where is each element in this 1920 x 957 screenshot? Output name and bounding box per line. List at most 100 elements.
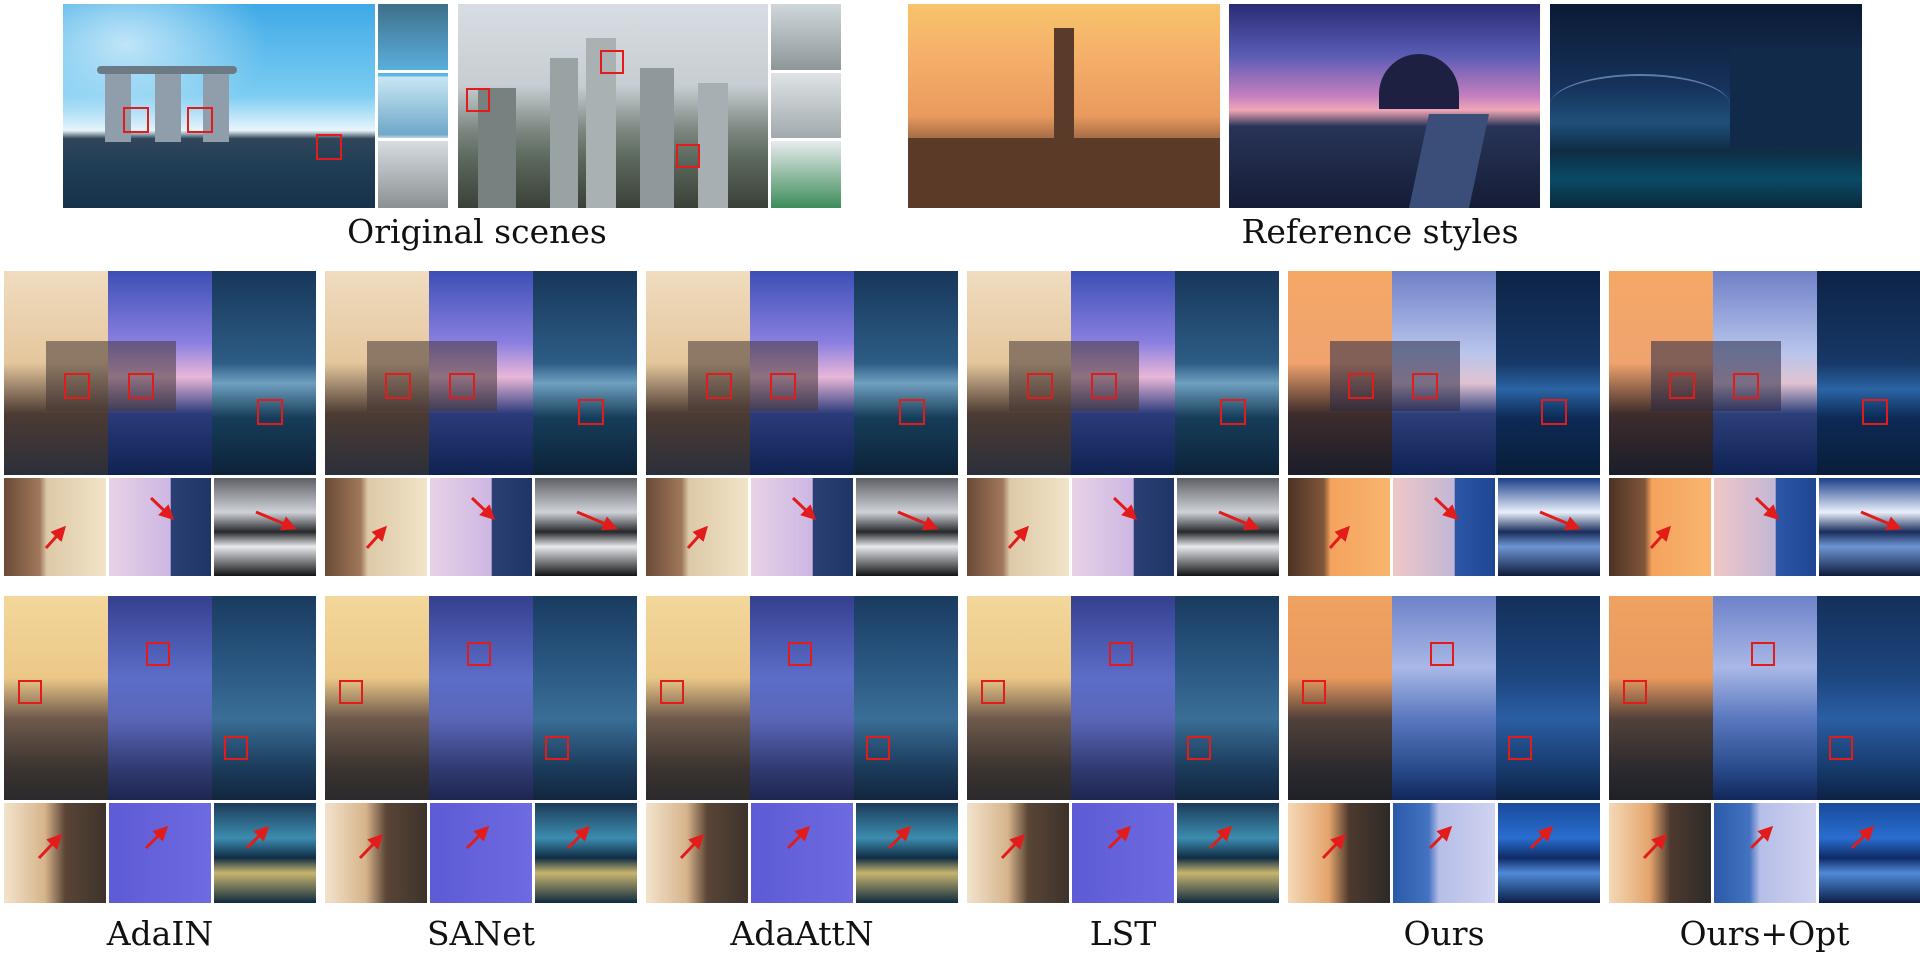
zoom-scene1-ours-a — [1288, 478, 1390, 576]
red-highlight-box — [385, 373, 411, 399]
zoom-scene1-ours-opt-b — [1714, 478, 1816, 576]
red-highlight-box — [600, 50, 624, 74]
result-scene1-ours-opt — [1609, 271, 1920, 475]
style-strip — [1609, 596, 1713, 800]
red-highlight-box — [1829, 736, 1853, 760]
result-scene1-adain — [4, 271, 316, 475]
red-highlight-box — [981, 680, 1005, 704]
causeway — [1409, 114, 1489, 208]
style-strip — [212, 596, 316, 800]
red-highlight-box — [123, 107, 149, 133]
style-strip — [1496, 271, 1600, 475]
zoom-scene2-ours-opt-b — [1714, 803, 1816, 903]
zoom-scene2-lst-b — [1072, 803, 1174, 903]
bridge-cables — [1550, 74, 1730, 136]
hotel-silhouette — [367, 341, 497, 411]
hotel-silhouette — [46, 341, 176, 411]
divider — [771, 70, 841, 73]
red-highlight-box — [224, 736, 248, 760]
zoom-scene1-adain-b — [109, 478, 211, 576]
zoom-scene1-lst-b — [1072, 478, 1174, 576]
zoom-scene1-lst-c — [1177, 478, 1279, 576]
zoom-scene2-ours-c — [1498, 803, 1600, 903]
style-strip — [4, 596, 108, 800]
zoom-scene1-sanet-b — [430, 478, 532, 576]
style-strip — [1175, 271, 1279, 475]
zoom-scene1-ours-c — [1498, 478, 1600, 576]
red-highlight-box — [1109, 642, 1133, 666]
result-scene2-lst — [967, 596, 1279, 800]
red-highlight-box — [706, 373, 732, 399]
style-strip — [108, 596, 212, 800]
red-highlight-box — [1027, 373, 1053, 399]
red-highlight-box — [660, 680, 684, 704]
zoom-scene2-adain-a — [4, 803, 106, 903]
style-strip — [1071, 596, 1175, 800]
result-scene1-ours — [1288, 271, 1600, 475]
style-strip — [1288, 596, 1392, 800]
result-scene2-ours-opt — [1609, 596, 1920, 800]
style-strip — [533, 596, 637, 800]
zoom-scene2-lst-a — [967, 803, 1069, 903]
zoom-scene1-adain-a — [4, 478, 106, 576]
hotel-silhouette — [1330, 341, 1460, 411]
red-highlight-box — [788, 642, 812, 666]
zoom-scene2-lst-c — [1177, 803, 1279, 903]
zoom-scene2-sanet-b — [430, 803, 532, 903]
result-scene1-lst — [967, 271, 1279, 475]
red-highlight-box — [1412, 373, 1438, 399]
original-scene-1 — [63, 4, 375, 208]
zoom-scene1-adain-c — [214, 478, 316, 576]
reference-style-1 — [908, 4, 1220, 208]
red-highlight-box — [1348, 373, 1374, 399]
style-strip — [1496, 596, 1600, 800]
zoom-scene1-adaattn-a — [646, 478, 748, 576]
red-highlight-box — [1733, 373, 1759, 399]
red-highlight-box — [1623, 680, 1647, 704]
style-strip — [1392, 596, 1496, 800]
caption-method-ours: Ours — [1403, 914, 1485, 953]
zoom-scene2-sanet-a — [325, 803, 427, 903]
red-highlight-box — [1187, 736, 1211, 760]
zoom-scene1-adaattn-b — [751, 478, 853, 576]
zoom-scene1-sanet-a — [325, 478, 427, 576]
skyscraper — [550, 58, 578, 208]
red-highlight-box — [128, 373, 154, 399]
caption-method-sanet: SANet — [426, 914, 536, 953]
divider — [378, 70, 448, 73]
zoom-scene1-lst-a — [967, 478, 1069, 576]
reference-style-3 — [1550, 4, 1862, 208]
hotel-silhouette — [1651, 341, 1781, 411]
result-scene2-adain — [4, 596, 316, 800]
red-highlight-box — [899, 399, 925, 425]
style-strip — [854, 596, 958, 800]
caption-method-ours-opt: Ours+Opt — [1679, 914, 1850, 953]
red-highlight-box — [578, 399, 604, 425]
city-skyline — [908, 138, 1220, 208]
red-highlight-box — [339, 680, 363, 704]
red-highlight-box — [866, 736, 890, 760]
caption-original-scenes: Original scenes — [347, 212, 607, 251]
style-strip — [854, 271, 958, 475]
red-highlight-box — [18, 680, 42, 704]
style-strip — [325, 596, 429, 800]
red-highlight-box — [545, 736, 569, 760]
result-scene2-sanet — [325, 596, 637, 800]
red-highlight-box — [1862, 399, 1888, 425]
divider — [771, 138, 841, 141]
red-highlight-box — [449, 373, 475, 399]
zoom-scene2-adaattn-c — [856, 803, 958, 903]
red-highlight-box — [146, 642, 170, 666]
style-strip — [1817, 596, 1920, 800]
skyscraper — [640, 68, 674, 208]
red-highlight-box — [257, 399, 283, 425]
red-highlight-box — [1669, 373, 1695, 399]
caption-method-lst: LST — [1089, 914, 1157, 953]
divider — [378, 138, 448, 141]
zoom-scene1-ours-opt-a — [1609, 478, 1711, 576]
city-skyline — [1730, 48, 1862, 148]
caption-method-adaattn: AdaAttN — [730, 914, 874, 953]
red-highlight-box — [1091, 373, 1117, 399]
style-strip — [967, 596, 1071, 800]
zoom-scene1-ours-opt-c — [1819, 478, 1920, 576]
